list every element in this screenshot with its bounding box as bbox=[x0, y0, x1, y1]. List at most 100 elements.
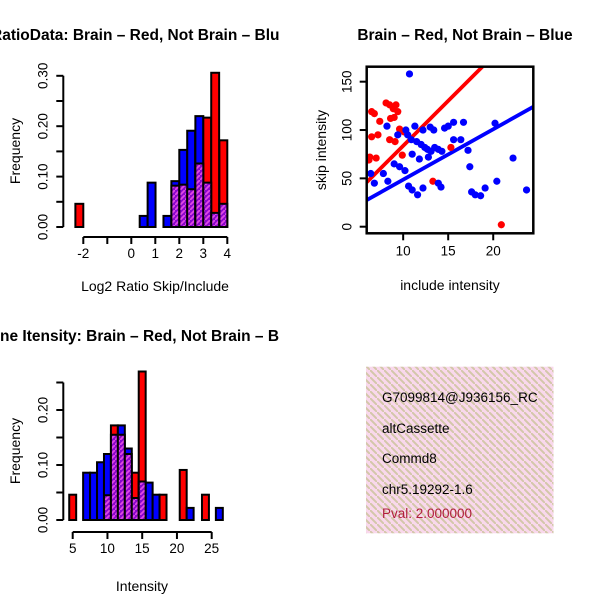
point-not_brain bbox=[384, 177, 392, 185]
point-brain bbox=[391, 138, 399, 146]
hist-bar-magenta bbox=[194, 162, 205, 229]
hist-bar-blue bbox=[138, 214, 149, 229]
hist-bar-blue bbox=[96, 461, 105, 521]
point-not_brain bbox=[493, 177, 501, 185]
point-brain bbox=[386, 136, 394, 144]
hist-bar-red bbox=[178, 468, 188, 521]
point-brain bbox=[372, 154, 380, 162]
hist-bar-blue bbox=[162, 214, 173, 229]
point-not_brain bbox=[464, 146, 472, 154]
point-not_brain bbox=[450, 118, 458, 126]
x-tick-label: 25 bbox=[204, 541, 219, 556]
hist-log-ratio-chart: -2 0 1 2 3 4 0.00 0.10 0.20 0.30 RatioData: Brain … bbox=[0, 27, 280, 294]
point-brain bbox=[366, 153, 374, 161]
hist-bar-magenta bbox=[109, 433, 119, 521]
hist-bar-blue bbox=[144, 481, 154, 522]
point-not_brain bbox=[383, 122, 391, 130]
point-brain bbox=[398, 151, 406, 159]
point-not_brain bbox=[367, 169, 375, 178]
point-not_brain bbox=[459, 118, 468, 126]
x-axis-label: Intensity bbox=[116, 578, 168, 594]
x-tick-label: 10 bbox=[396, 243, 411, 258]
point-not_brain bbox=[419, 126, 427, 134]
point-brain bbox=[497, 221, 505, 229]
point-not_brain bbox=[408, 186, 416, 194]
point-not_brain bbox=[466, 163, 474, 171]
point-not_brain bbox=[401, 167, 409, 175]
point-brain bbox=[392, 101, 400, 109]
x-tick-label: 15 bbox=[135, 541, 150, 556]
point-not_brain bbox=[481, 184, 489, 192]
hist-bar-magenta bbox=[137, 480, 147, 521]
y-tick-label: 50 bbox=[340, 171, 355, 186]
y-tick-label: 150 bbox=[340, 70, 355, 93]
hist-bar-magenta bbox=[202, 181, 213, 228]
point-brain bbox=[370, 109, 378, 118]
point-not_brain bbox=[407, 136, 415, 144]
x-tick-label: 0 bbox=[128, 246, 136, 261]
x-tick-label: 10 bbox=[100, 541, 115, 556]
info-line: chr5.19292-1.6 bbox=[382, 482, 473, 497]
info-line: G7099814@J936156_RC bbox=[382, 390, 538, 405]
x-tick-label: 1 bbox=[152, 246, 160, 261]
point-brain bbox=[394, 108, 402, 116]
hist-bar-red bbox=[74, 202, 85, 228]
x-tick-label: 20 bbox=[169, 541, 184, 556]
point-brain bbox=[376, 117, 384, 125]
point-brain bbox=[374, 131, 382, 139]
brain-fit-line bbox=[366, 66, 484, 184]
y-tick-label: 0.20 bbox=[35, 113, 50, 139]
x-tick-label: 5 bbox=[69, 541, 77, 556]
point-brain bbox=[447, 143, 455, 152]
chart-title: Brain – Red, Not Brain – Blue bbox=[357, 27, 573, 44]
panel-info: G7099814@J936156_RC altCassette Commd8 chr5… bbox=[300, 300, 600, 600]
info-line: Pval: 2.000000 bbox=[382, 506, 472, 521]
x-axis-label: Log2 Ratio Skip/Include bbox=[81, 278, 229, 294]
hist-bar-blue bbox=[146, 181, 157, 228]
point-not_brain bbox=[437, 183, 445, 191]
point-not_brain bbox=[370, 179, 378, 187]
point-not_brain bbox=[509, 154, 517, 162]
point-not_brain bbox=[477, 192, 485, 200]
hist-bar-magenta bbox=[130, 497, 140, 521]
info-panel: G7099814@J936156_RC altCassette Commd8 chr5… bbox=[366, 366, 554, 534]
y-tick-label: 0.10 bbox=[35, 163, 50, 189]
point-not_brain bbox=[394, 131, 402, 139]
point-not_brain bbox=[408, 150, 416, 158]
hist-bar-red bbox=[68, 493, 78, 521]
point-not_brain bbox=[395, 163, 404, 171]
not-brain-fit-line bbox=[366, 105, 534, 202]
y-tick-label: 0.10 bbox=[35, 452, 50, 478]
hist-bar-magenta bbox=[123, 453, 133, 521]
point-not_brain bbox=[415, 155, 423, 163]
hist-bar-magenta bbox=[102, 494, 112, 521]
x-axis-label: include intensity bbox=[400, 277, 500, 293]
y-tick-label: 0.00 bbox=[35, 507, 50, 533]
point-not_brain bbox=[405, 70, 414, 78]
x-tick-label: 3 bbox=[200, 246, 208, 261]
hist-bar-blue bbox=[82, 471, 92, 521]
panel-hist-gene-intensity: 5 10 15 20 25 0.00 0.10 0.20 ne Itensity: Brain … bbox=[0, 300, 300, 600]
hist-bar-blue bbox=[89, 471, 99, 521]
x-tick-label: 2 bbox=[176, 246, 184, 261]
point-brain bbox=[429, 177, 437, 185]
point-not_brain bbox=[413, 191, 422, 199]
panel-scatter-intensity: 10 15 20 0 50 100 150 Brain – Red, Not Brain – … bbox=[300, 0, 600, 300]
panel-hist-log-ratio: -2 0 1 2 3 4 0.00 0.10 0.20 0.30 RatioData: Brain … bbox=[0, 0, 300, 300]
point-not_brain bbox=[430, 126, 438, 134]
y-axis-label: Frequency bbox=[7, 118, 23, 184]
y-tick-label: 0.00 bbox=[35, 214, 50, 240]
y-tick-label: 0.20 bbox=[35, 397, 50, 423]
point-not_brain bbox=[419, 184, 427, 192]
scatter-intensity-chart: 10 15 20 0 50 100 150 Brain – Red, Not Brain – … bbox=[313, 27, 573, 293]
hist-bar-magenta bbox=[210, 211, 221, 229]
hist-bar-magenta bbox=[170, 184, 181, 228]
x-tick-label: 20 bbox=[486, 243, 501, 258]
point-not_brain bbox=[424, 153, 432, 161]
point-brain bbox=[368, 133, 376, 141]
x-tick-label: 15 bbox=[441, 243, 456, 258]
chart-title: ne Itensity: Brain – Red, Not Brain – B bbox=[0, 328, 279, 345]
hist-bar-red bbox=[200, 493, 210, 521]
x-tick-label: 4 bbox=[224, 246, 232, 261]
